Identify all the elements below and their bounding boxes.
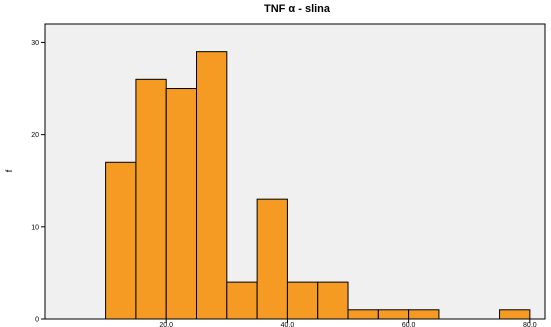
x-tick-label-3: 80.0 bbox=[523, 322, 537, 327]
bars-group bbox=[105, 51, 531, 320]
histogram-bar-8 bbox=[347, 309, 379, 320]
x-tick-label-1: 40.0 bbox=[281, 322, 295, 327]
histogram-bar-7 bbox=[317, 281, 349, 320]
y-tick-label-0: 0 bbox=[35, 317, 39, 324]
histogram-bar-4 bbox=[226, 281, 258, 320]
histogram-bar-2 bbox=[165, 88, 198, 320]
y-axis: 0 10 20 30 bbox=[31, 40, 45, 324]
y-tick-label-3: 30 bbox=[31, 40, 39, 47]
histogram-bar-3 bbox=[196, 51, 228, 320]
x-tick-label-2: 60.0 bbox=[402, 322, 416, 327]
histogram-bar-6 bbox=[286, 281, 319, 320]
histogram-bar-10 bbox=[408, 309, 440, 320]
chart-title: TNF α - slina bbox=[264, 3, 331, 15]
x-axis: 20.0 40.0 60.0 80.0 bbox=[159, 319, 537, 327]
histogram-bar-11 bbox=[499, 309, 531, 320]
histogram-bar-5 bbox=[256, 198, 288, 320]
y-tick-label-2: 20 bbox=[31, 132, 39, 139]
histogram-bar-9 bbox=[377, 309, 410, 320]
y-axis-title: f bbox=[4, 169, 14, 172]
histogram-bar-0 bbox=[105, 161, 137, 320]
y-tick-label-1: 10 bbox=[31, 224, 39, 231]
histogram-bar-1 bbox=[135, 78, 167, 320]
x-tick-label-0: 20.0 bbox=[159, 322, 173, 327]
